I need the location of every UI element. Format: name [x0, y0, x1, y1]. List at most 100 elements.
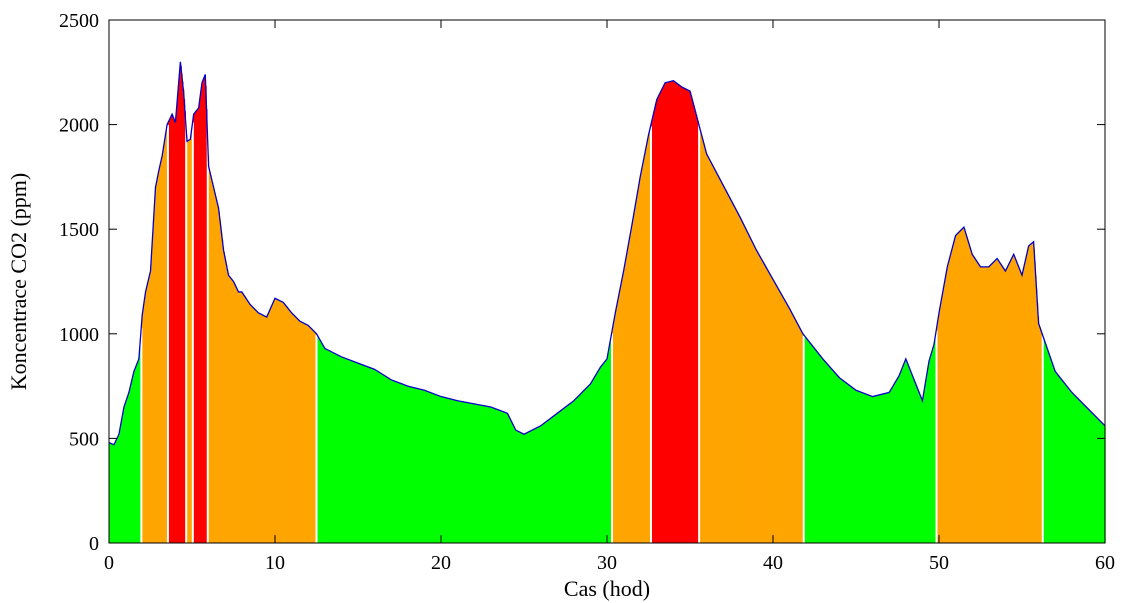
area-fill-column: [445, 397, 447, 543]
area-fill-column: [393, 380, 396, 543]
area-fill-column: [190, 136, 192, 544]
area-fill-column: [939, 305, 942, 543]
area-fill-column: [787, 306, 790, 543]
area-fill-column: [177, 97, 179, 543]
area-fill-column: [432, 393, 435, 543]
area-fill-column: [369, 367, 372, 543]
area-fill-column: [678, 84, 680, 543]
area-fill-column: [1073, 394, 1075, 543]
area-fill-column: [651, 119, 654, 543]
area-fill-column: [813, 347, 816, 543]
area-fill-column: [846, 383, 848, 543]
area-fill-column: [226, 268, 229, 543]
area-fill-column: [335, 354, 338, 543]
area-fill-column: [253, 308, 255, 543]
area-fill-column: [982, 266, 984, 543]
area-fill-column: [609, 342, 611, 543]
area-fill-column: [832, 370, 835, 543]
area-fill-column: [517, 431, 519, 543]
area-fill-column: [142, 312, 144, 543]
area-fill-column: [146, 286, 148, 543]
area-fill-column: [541, 424, 543, 543]
area-fill-column: [806, 338, 808, 543]
area-fill-column: [1025, 258, 1027, 543]
area-fill-column: [154, 194, 157, 543]
area-fill-column: [198, 104, 201, 543]
area-fill-column: [760, 258, 762, 543]
area-fill-column: [963, 227, 965, 543]
area-fill-column: [677, 84, 679, 544]
area-fill-column: [379, 372, 382, 543]
area-fill-column: [816, 351, 818, 543]
area-fill-column: [645, 149, 647, 543]
area-fill-column: [943, 282, 946, 543]
area-fill-column: [211, 182, 214, 543]
area-fill-column: [821, 358, 824, 543]
area-fill-column: [278, 300, 280, 543]
area-fill-column: [472, 403, 474, 543]
area-fill-column: [524, 433, 527, 543]
area-fill-column: [245, 297, 247, 543]
area-fill-column: [909, 370, 912, 543]
area-fill-column: [584, 389, 587, 543]
area-fill-column: [328, 350, 331, 543]
area-fill-column: [986, 266, 988, 543]
area-fill-column: [616, 302, 619, 543]
area-fill-column: [204, 75, 206, 543]
area-fill-column: [838, 377, 840, 543]
area-fill-column: [750, 239, 753, 544]
area-fill-column: [871, 396, 874, 543]
area-fill-column: [822, 359, 825, 543]
area-fill-column: [932, 348, 934, 543]
area-fill-column: [719, 178, 721, 543]
area-fill-column: [831, 369, 834, 543]
area-fill-column: [748, 234, 750, 543]
area-fill-column: [860, 392, 863, 543]
area-fill-column: [1024, 262, 1026, 543]
area-fill-column: [311, 329, 313, 543]
area-fill-column: [491, 407, 494, 543]
area-fill-column: [926, 373, 928, 543]
area-fill-column: [526, 432, 528, 543]
area-fill-column: [118, 431, 121, 543]
area-fill-column: [947, 265, 949, 543]
area-fill-column: [1015, 259, 1017, 543]
area-fill-column: [329, 351, 332, 543]
area-fill-column: [1002, 266, 1004, 543]
area-fill-column: [224, 256, 226, 543]
area-fill-column: [287, 308, 289, 543]
area-fill-column: [1022, 273, 1024, 543]
area-fill-column: [796, 322, 798, 543]
area-fill-column: [364, 365, 367, 543]
area-fill-column: [1036, 289, 1038, 543]
area-fill-column: [389, 379, 391, 543]
area-fill-column: [711, 164, 714, 543]
area-fill-column: [900, 370, 903, 543]
area-fill-column: [924, 383, 927, 543]
area-fill-column: [1093, 414, 1095, 543]
area-fill-column: [176, 107, 178, 543]
area-fill-column: [725, 190, 728, 543]
area-fill-column: [987, 266, 990, 543]
area-fill-column: [231, 278, 233, 543]
area-fill-column: [943, 287, 945, 543]
area-fill-column: [318, 337, 320, 543]
area-fill-column: [1075, 396, 1077, 543]
area-fill-column: [425, 390, 427, 543]
area-fill-column: [367, 366, 369, 543]
area-fill-column: [680, 86, 683, 543]
area-fill-column: [755, 249, 757, 543]
area-fill-column: [382, 374, 384, 543]
area-fill-column: [595, 374, 597, 543]
area-fill-column: [442, 397, 445, 543]
area-fill-column: [854, 389, 856, 543]
area-fill-column: [919, 393, 921, 543]
area-fill-column: [771, 277, 773, 543]
area-fill-column: [631, 227, 633, 543]
area-fill-column: [168, 120, 171, 544]
area-fill-column: [855, 389, 857, 543]
area-fill-column: [840, 378, 842, 543]
area-fill-column: [1060, 378, 1062, 543]
area-fill-column: [208, 168, 211, 543]
area-fill-column: [169, 118, 172, 543]
